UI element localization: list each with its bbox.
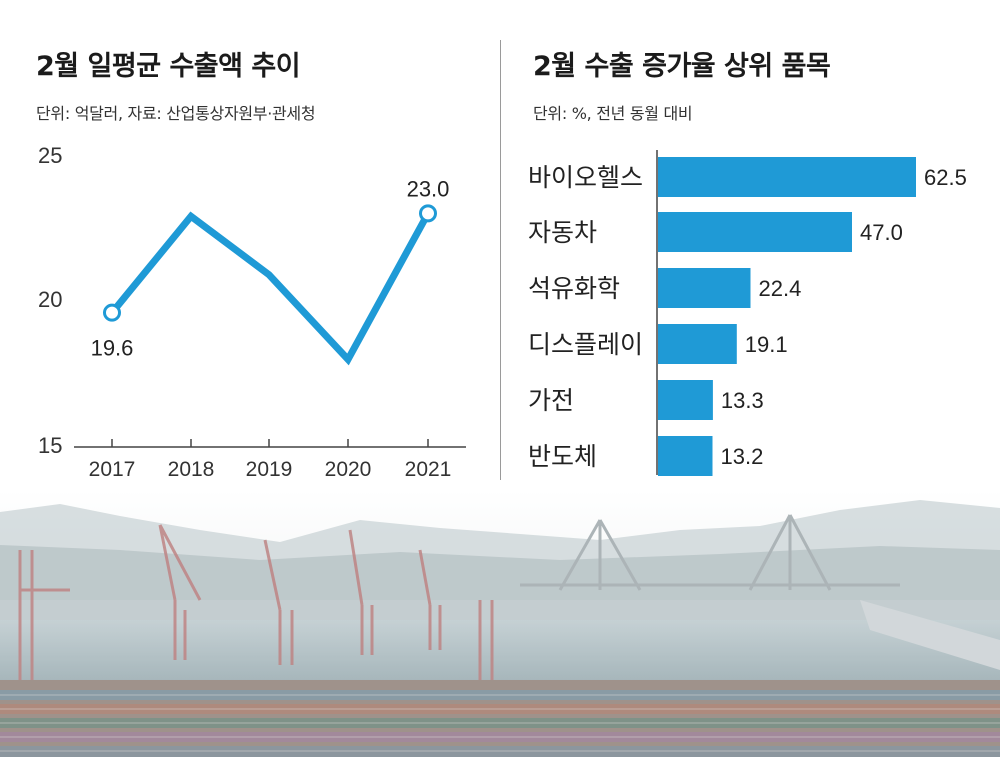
value-label: 13.3 xyxy=(721,388,764,413)
bar xyxy=(658,324,737,364)
category-label: 가전 xyxy=(528,387,574,415)
line-chart-title: 2월 일평균 수출액 추이 xyxy=(36,51,301,82)
bar-chart-subtitle: 단위: %, 전년 동월 대비 xyxy=(533,104,693,123)
line-chart-panel: 2월 일평균 수출액 추이 단위: 억달러, 자료: 산업통상자원부·관세청 2… xyxy=(0,0,495,490)
value-label: 13.2 xyxy=(721,444,764,469)
x-tick-label: 2020 xyxy=(325,458,372,481)
category-label: 바이오헬스 xyxy=(528,164,643,192)
data-label-first: 19.6 xyxy=(91,336,134,361)
container-port-photo xyxy=(0,490,1000,757)
category-label: 자동차 xyxy=(528,219,597,247)
x-tick-label: 2021 xyxy=(405,458,452,481)
bar-chart-panel: 2월 수출 증가율 상위 품목 단위: %, 전년 동월 대비 바이오헬스 62.… xyxy=(505,0,1000,490)
y-tick-label: 15 xyxy=(38,433,62,458)
value-label: 62.5 xyxy=(924,165,967,190)
value-label: 19.1 xyxy=(745,332,788,357)
category-label: 반도체 xyxy=(528,443,597,471)
line-chart: 25 20 15 2017 2018 2019 2020 2021 19.6 23.0 xyxy=(38,143,466,481)
line-chart-subtitle: 단위: 억달러, 자료: 산업통상자원부·관세청 xyxy=(36,104,316,123)
data-point-marker xyxy=(419,204,437,223)
category-label: 석유화학 xyxy=(528,275,620,303)
bar-chart-title: 2월 수출 증가율 상위 품목 xyxy=(533,51,831,82)
bar xyxy=(658,212,852,252)
data-label-last: 23.0 xyxy=(407,176,450,201)
bar xyxy=(658,268,751,308)
x-tick-label: 2017 xyxy=(89,458,136,481)
data-point-marker xyxy=(103,303,121,322)
bar xyxy=(658,436,713,476)
y-tick-label: 20 xyxy=(38,287,62,312)
series-line xyxy=(109,211,432,366)
bar xyxy=(658,157,916,197)
bar-chart: 바이오헬스 62.5 자동차 47.0 석유화학 22.4 디스플레이 19.1 가전 13.3 반… xyxy=(528,150,967,476)
category-label: 디스플레이 xyxy=(528,331,643,359)
value-label: 22.4 xyxy=(759,276,802,301)
x-tick-label: 2018 xyxy=(168,458,215,481)
panel-divider xyxy=(500,40,501,480)
bar xyxy=(658,380,713,420)
x-tick-label: 2019 xyxy=(246,458,293,481)
value-label: 47.0 xyxy=(860,220,903,245)
y-tick-label: 25 xyxy=(38,143,62,168)
